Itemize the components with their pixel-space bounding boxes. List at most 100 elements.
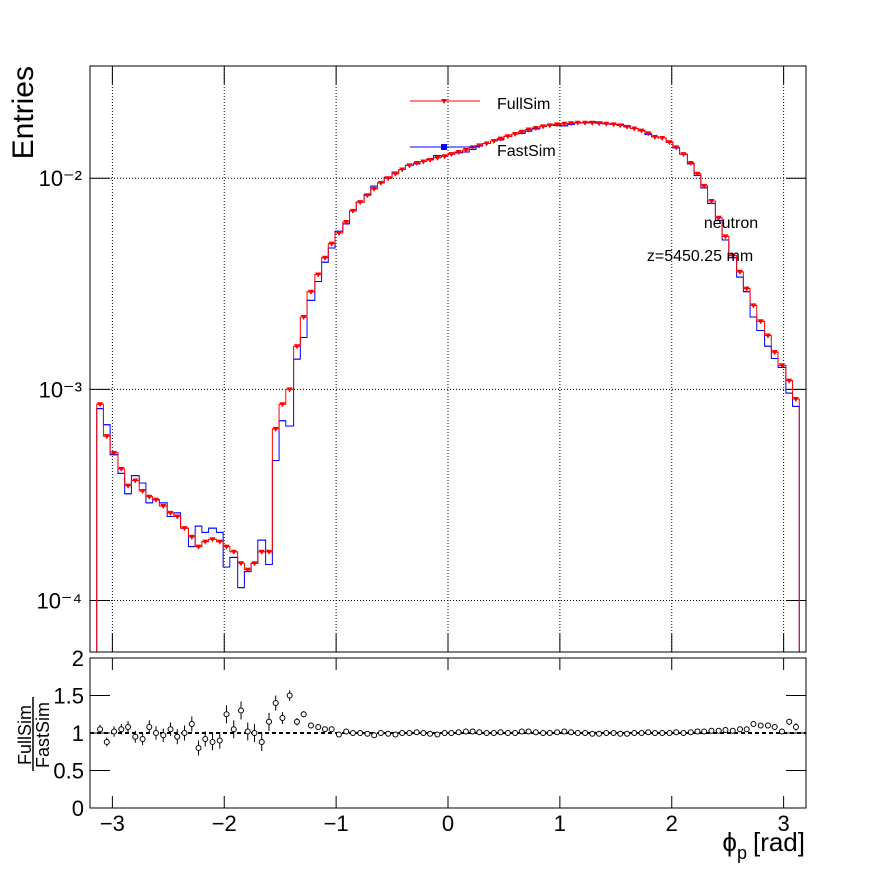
ratio-point [195,745,202,751]
marker [680,152,687,158]
ratio-point [603,730,610,736]
marker [546,123,553,129]
marker [315,272,322,278]
ratio-point [385,730,392,737]
x-axis-label: ϕp [rad] [722,827,805,863]
marker [238,561,245,567]
legend-label: FullSim [497,96,550,113]
marker [512,131,519,137]
annotation: neutron [704,215,758,232]
ratio-point [729,727,736,734]
ratio-point [610,730,617,736]
histogram-outline [96,122,800,652]
ratio-point [272,700,279,706]
marker [364,193,371,199]
ratio-point [132,733,139,740]
ratio-point [392,731,399,738]
y-tick-label: 2 [72,646,84,671]
y-tick-label: 10⁻² [39,166,82,191]
ratio-point [645,729,652,736]
marker [244,567,251,573]
ratio-point [574,730,581,736]
ratio-point [546,730,553,736]
ratio-point [328,726,335,733]
marker [357,200,364,206]
ratio-point [434,731,441,738]
y-tick-label: 1.5 [53,684,84,709]
ratio-point [504,730,511,736]
x-tick-label: 3 [778,811,790,836]
ratio-point [230,726,237,733]
x-label-symbol: ϕ [722,827,737,857]
ratio-point [258,739,265,745]
marker [792,396,799,402]
marker [434,155,441,161]
ratio-point [293,718,300,725]
marker [561,121,568,127]
marker [638,128,645,134]
ratio-point [111,728,118,735]
legend-marker [441,144,447,150]
marker [617,123,624,129]
marker [525,127,532,133]
marker [293,344,300,350]
ratio-point [420,730,427,736]
marker [462,148,469,154]
marker [666,140,673,146]
marker [406,163,413,169]
marker [399,167,406,173]
marker [532,125,539,131]
marker [673,145,680,151]
frame [89,657,807,809]
ratio-point [300,711,307,718]
ratio-point [722,727,729,733]
ratio-point [307,722,314,729]
marker [377,180,384,186]
marker [125,483,132,489]
marker [420,159,427,165]
marker [786,378,793,384]
x-label-sub: p [737,843,747,863]
marker [518,129,525,135]
ratio-point [343,728,350,735]
ratio-point [118,726,125,733]
marker [554,122,561,128]
main-pad: 10⁻⁴ 10⁻³ 10⁻² [36,65,807,653]
marker [490,139,497,145]
marker [216,539,223,545]
annotation: z=5450.25 mm [647,248,753,265]
ratio-label-num: FullSim [15,705,35,765]
ratio-point [694,728,701,735]
x-tick-label: −2 [212,811,237,836]
ratio-point [525,728,532,735]
marker [272,426,279,432]
ratio-point [286,692,293,699]
marker [540,124,547,130]
ratio-point [174,733,181,740]
marker [167,510,174,516]
marker [631,126,638,132]
ratio-point [202,736,209,742]
ratio-point [335,731,342,738]
ratio-point [476,729,483,736]
marker [687,161,694,167]
marker [743,286,750,292]
marker [624,124,630,130]
ratio-point [687,729,694,736]
marker [757,319,764,325]
marker [659,136,666,142]
marker [202,539,209,545]
ratio-point [238,707,245,714]
marker [729,253,736,259]
ratio-point [624,730,630,737]
marker [174,514,181,520]
ratio-point [540,730,547,736]
ratio-point [518,728,525,735]
marker [574,120,581,126]
marker [103,434,110,440]
ratio-point [364,730,371,737]
ratio-point [771,724,778,730]
marker [349,208,356,214]
ratio-point [167,726,174,733]
